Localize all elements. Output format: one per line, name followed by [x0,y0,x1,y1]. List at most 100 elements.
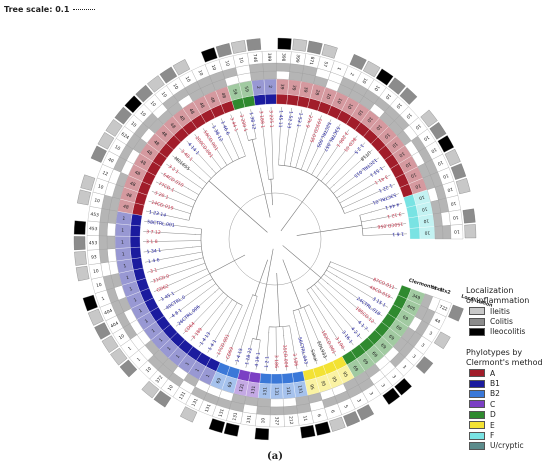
phylotype-cell [281,372,294,384]
stx2-cell [98,235,108,250]
localization-legend-swatch [469,317,485,326]
strain-label: Sakai [309,349,319,363]
tip-branch [320,277,377,325]
clade-stem [282,245,322,278]
phylotype-cell [264,93,277,105]
tip-branch [265,326,270,371]
sequence-type-label: 48 [145,149,153,157]
outer-sequence-type-label: 10 [118,333,126,341]
sequence-type-label: 69 [395,324,403,332]
localization-cell [246,38,262,52]
clade-stem [208,180,268,233]
outer-sequence-type-label: 40 [107,157,115,165]
outer-sequence-type-label: 372 [154,374,164,384]
outer-sequence-type-label: 10 [149,100,157,108]
localization-cell [147,75,165,93]
tip-branch [148,200,191,214]
localization-legend-label: Ileocolitis [490,327,526,337]
localization-cell [223,422,240,437]
localization-cell [208,418,226,434]
phylotype-cell [131,257,144,271]
tip-branch [175,287,220,327]
sequence-type-label: 10 [346,102,354,110]
localization-cell [159,66,178,84]
outer-sequence-type-label: 10 [97,183,104,190]
tip-branch [150,262,206,283]
sequence-type-label: 39 [279,84,285,90]
phylotype-legend-label: D [490,410,496,420]
tip-branch [211,122,234,162]
outer-sequence-type-label: 10 [450,200,457,207]
tip-branch [339,174,391,204]
outer-sequence-type-label: 10 [210,64,218,71]
outer-sequence-type-label: 10 [145,366,153,374]
tip-branch [230,114,246,157]
strain-label: 58CTRL.001 [147,219,175,229]
outer-sequence-type-label: 10 [446,186,453,193]
tip-branch [298,309,318,365]
outer-sequence-type-label: 131 [217,408,225,418]
phylotype-legend-label: B1 [490,379,500,389]
localization-cell [399,87,418,105]
strain-label: 1 4 15 [234,347,244,363]
tip-branch [289,109,303,167]
sequence-type-label: 1 [144,318,150,325]
tip-branch [155,181,196,202]
tip-branch [362,233,407,236]
localization-cell [363,60,381,78]
strain-label: 150CD.056 [377,220,403,229]
node-point [303,306,305,308]
tip-branch [292,310,308,368]
localization-legend-row: Ileitis [466,306,529,316]
sequence-type-label: 131 [285,386,292,395]
tip-branch [289,325,298,370]
node-point [317,288,319,290]
sequence-type-label: 69 [361,358,369,366]
node-point [188,188,190,190]
tip-branch [145,251,203,263]
sequence-type-label: 48 [198,101,206,109]
node-point [191,260,193,262]
localization-cell [450,163,467,180]
stx2-cell [283,405,298,415]
strain-label: 27k 9 [304,114,313,128]
strain-label: 3 200 1 [238,114,248,133]
localization-cell [415,356,434,374]
localization-legend-swatch [469,307,485,316]
phylotype-legend-swatch [469,431,485,440]
localization-cell [462,208,476,224]
outer-sequence-type-label: 57 [322,61,329,68]
tip-branch [270,107,274,180]
sequence-type-label: 10 [374,123,382,131]
node-point [251,340,253,342]
tree-scale-bar [73,9,96,10]
clade-stem [282,259,302,309]
localization-cell [321,43,338,59]
tip-branch [361,213,405,223]
stx2-cell [262,62,277,72]
clade-stem [254,259,268,296]
sequence-type-label: 69 [215,377,223,385]
tip-branch [295,112,313,169]
ring-header: stx1 [431,285,444,294]
outer-sequence-type-label: 12 [101,170,109,178]
tip-branch [202,128,228,166]
tip-branch [284,108,292,166]
node-point [283,335,285,337]
phylotype-legend-label: C [490,399,496,409]
clade-stem [251,139,271,218]
node-point [268,332,270,334]
outer-sequence-type-cell [450,224,464,240]
sequence-type-label: 69 [387,334,395,342]
tree-scale: Tree scale: 0.1 [4,5,96,14]
tip-branch [342,183,396,209]
localization-cell [87,308,104,326]
node-point [199,177,201,179]
strain-label: 1 2 1 [264,356,271,368]
strain-label: 14CD.019 [150,200,174,212]
strain-label: 1 52 13 [286,111,294,129]
strain-label: 3 1 [150,267,159,275]
sequence-type-label: 10 [391,141,399,149]
sequence-type-label: 1 [122,251,126,257]
sequence-type-label: 59 [231,88,238,95]
